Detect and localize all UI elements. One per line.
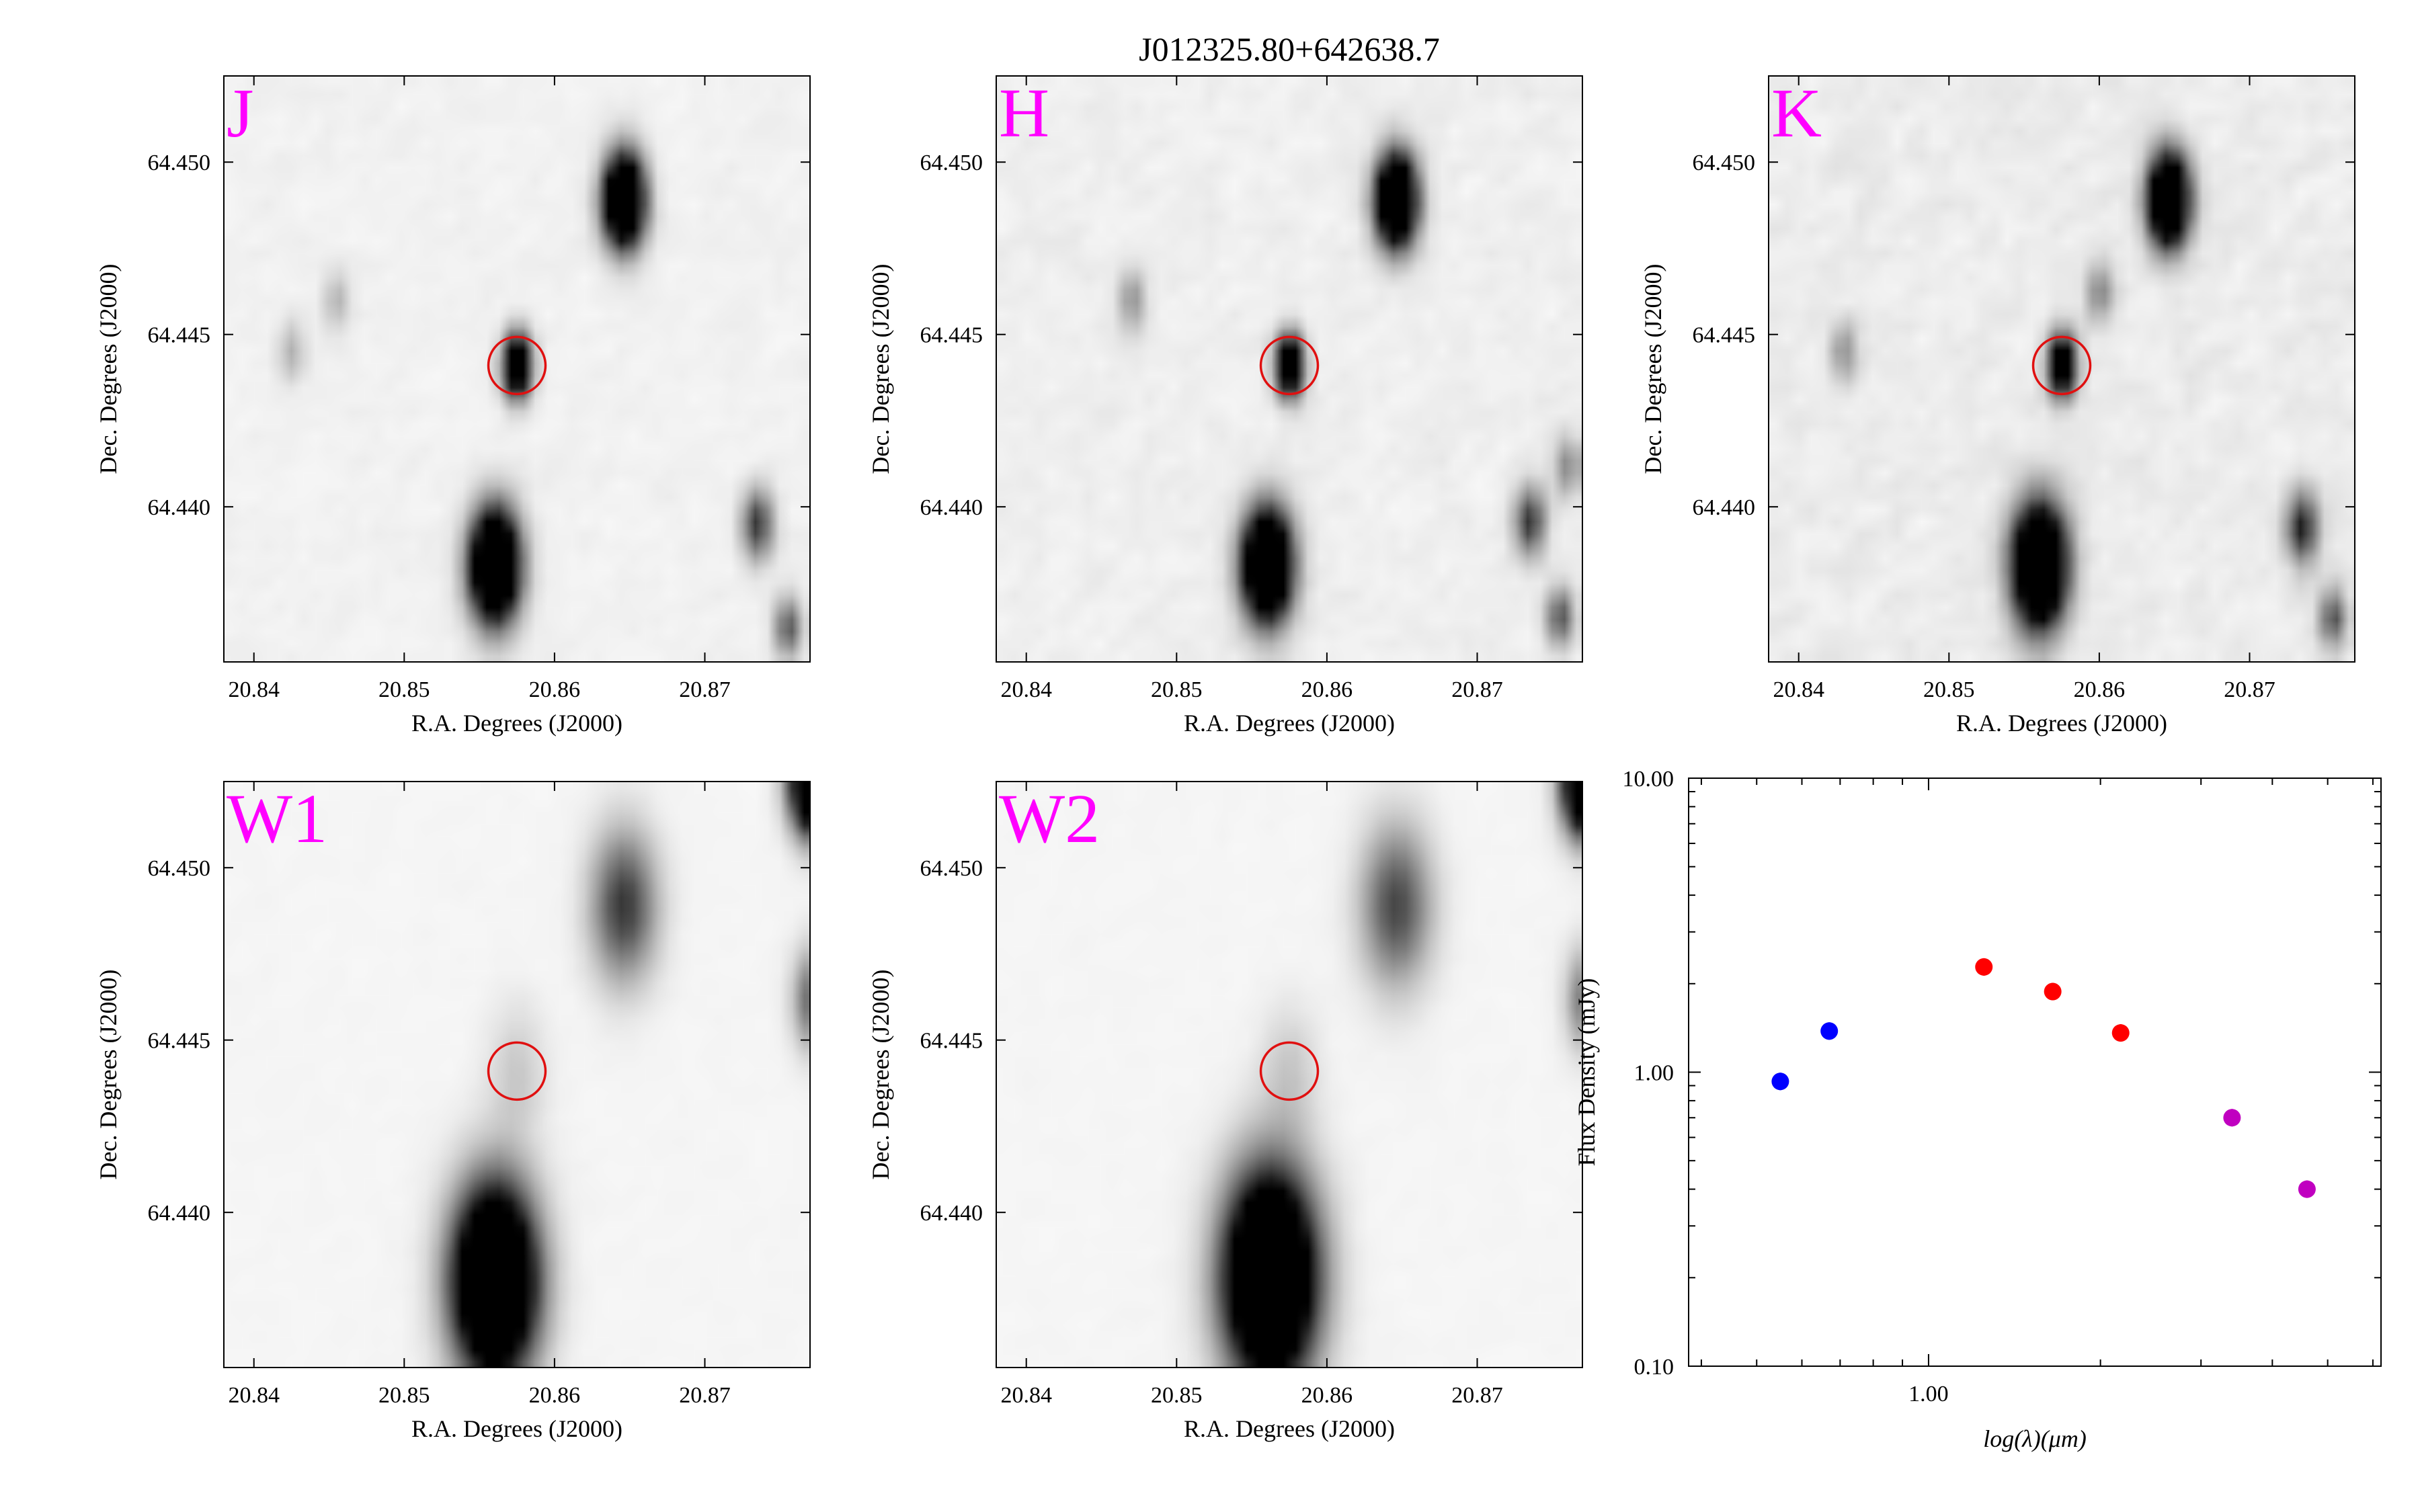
plot-frame (996, 75, 1583, 663)
x-tick-label: 20.85 (1923, 677, 1975, 702)
band-label: W1 (227, 780, 327, 857)
x-axis-label: R.A. Degrees (J2000) (1956, 710, 2167, 737)
y-tick-label: 64.445 (920, 1029, 983, 1054)
y-axis-label: Flux Density (mJy) (1573, 978, 1600, 1166)
panel-w1: 20.84 20.85 20.86 20.87 64.440 64.445 64.450 R.… (95, 780, 811, 1442)
sed-point (2111, 1024, 2130, 1042)
target-circle (487, 1041, 547, 1101)
x-tick-label: 20.84 (228, 1383, 280, 1408)
y-axis-label: Dec. Degrees (J2000) (867, 970, 894, 1180)
x-axis-label: R.A. Degrees (J2000) (411, 710, 622, 737)
x-tick-label: 20.84 (1773, 677, 1824, 702)
x-tick-label: 20.86 (1301, 677, 1353, 702)
plot-frame (1768, 75, 2355, 663)
y-tick-label: 64.440 (148, 1201, 211, 1226)
panel-sed: 1.00 0.10 1.00 10.00 log(λ)(μm) Flux Density … (1573, 767, 2382, 1452)
target-circle (1259, 335, 1320, 396)
plot-frame (223, 75, 811, 663)
x-tick-label: 20.85 (1151, 1383, 1203, 1408)
x-axis-label: log(λ)(μm) (1983, 1425, 2087, 1452)
x-tick-label: 20.87 (679, 677, 731, 702)
y-axis-label: Dec. Degrees (J2000) (95, 264, 122, 474)
band-label: W2 (999, 780, 1100, 857)
panels: 20.84 20.85 20.86 20.87 64.440 64.445 64.450 R.… (95, 75, 2382, 1452)
y-tick-label: 64.445 (148, 1029, 211, 1054)
x-axis-label: R.A. Degrees (J2000) (1184, 710, 1395, 737)
x-tick-label: 20.86 (2074, 677, 2126, 702)
plot-frame (223, 781, 811, 1368)
x-tick-label: 20.84 (1000, 677, 1052, 702)
target-circle (2031, 335, 2092, 396)
sed-point (2223, 1109, 2241, 1127)
x-tick-label: 20.84 (228, 677, 280, 702)
x-tick-label: 20.87 (1451, 677, 1503, 702)
y-axis-label: Dec. Degrees (J2000) (1640, 264, 1666, 474)
x-axis-label: R.A. Degrees (J2000) (1184, 1415, 1395, 1442)
band-label: H (999, 75, 1049, 152)
x-tick-label: 20.84 (1000, 1383, 1052, 1408)
y-tick-label: 64.450 (148, 856, 211, 881)
figure-title: J012325.80+642638.7 (1139, 30, 1440, 68)
y-tick-label: 0.10 (1634, 1355, 1675, 1380)
plot-frame (1688, 778, 2382, 1367)
x-tick-label: 20.87 (679, 1383, 731, 1408)
x-tick-label: 20.87 (1451, 1383, 1503, 1408)
y-tick-label: 64.450 (920, 151, 983, 175)
y-tick-label: 64.450 (1693, 151, 1756, 175)
sky-image-j (224, 76, 810, 662)
sed-point (1820, 1022, 1839, 1040)
sed-point (2044, 982, 2062, 1001)
sed-point (2298, 1180, 2316, 1198)
target-circle (1259, 1041, 1320, 1101)
x-tick-label: 20.86 (529, 1383, 581, 1408)
x-tick-label: 20.85 (378, 677, 430, 702)
x-tick-label: 20.87 (2224, 677, 2275, 702)
x-tick-label: 1.00 (1908, 1382, 1949, 1406)
y-tick-label: 64.450 (920, 856, 983, 881)
y-tick-label: 64.445 (920, 323, 983, 348)
sed-point (1975, 958, 1993, 976)
x-tick-label: 20.85 (378, 1383, 430, 1408)
sky-image-k (1769, 76, 2355, 662)
y-tick-label: 1.00 (1634, 1061, 1675, 1086)
panel-w2: 20.84 20.85 20.86 20.87 64.440 64.445 64.450 R.… (867, 780, 1583, 1442)
y-tick-label: 64.445 (1693, 323, 1756, 348)
sed-point (1771, 1073, 1789, 1091)
y-tick-label: 64.445 (148, 323, 211, 348)
band-label: J (227, 75, 253, 152)
y-axis-label: Dec. Degrees (J2000) (95, 970, 122, 1180)
panel-k: 20.84 20.85 20.86 20.87 64.440 64.445 64.450 R.… (1640, 75, 2355, 737)
x-tick-label: 20.85 (1151, 677, 1203, 702)
target-circle (487, 335, 547, 396)
band-label: K (1771, 75, 1822, 152)
x-axis-label: R.A. Degrees (J2000) (411, 1415, 622, 1442)
y-tick-label: 64.440 (148, 495, 211, 520)
sky-image-w2 (996, 782, 1582, 1368)
y-tick-label: 10.00 (1623, 767, 1675, 792)
panel-j: 20.84 20.85 20.86 20.87 64.440 64.445 64.450 R.… (95, 75, 811, 737)
sky-image-w1 (224, 782, 810, 1368)
y-tick-label: 64.440 (920, 1201, 983, 1226)
y-tick-label: 64.440 (920, 495, 983, 520)
sky-image-h (996, 76, 1582, 662)
y-tick-label: 64.450 (148, 151, 211, 175)
x-tick-label: 20.86 (1301, 1383, 1353, 1408)
x-tick-label: 20.86 (529, 677, 581, 702)
panel-h: 20.84 20.85 20.86 20.87 64.440 64.445 64.450 R.… (867, 75, 1583, 737)
plot-frame (996, 781, 1583, 1368)
y-tick-label: 64.440 (1693, 495, 1756, 520)
y-axis-label: Dec. Degrees (J2000) (867, 264, 894, 474)
